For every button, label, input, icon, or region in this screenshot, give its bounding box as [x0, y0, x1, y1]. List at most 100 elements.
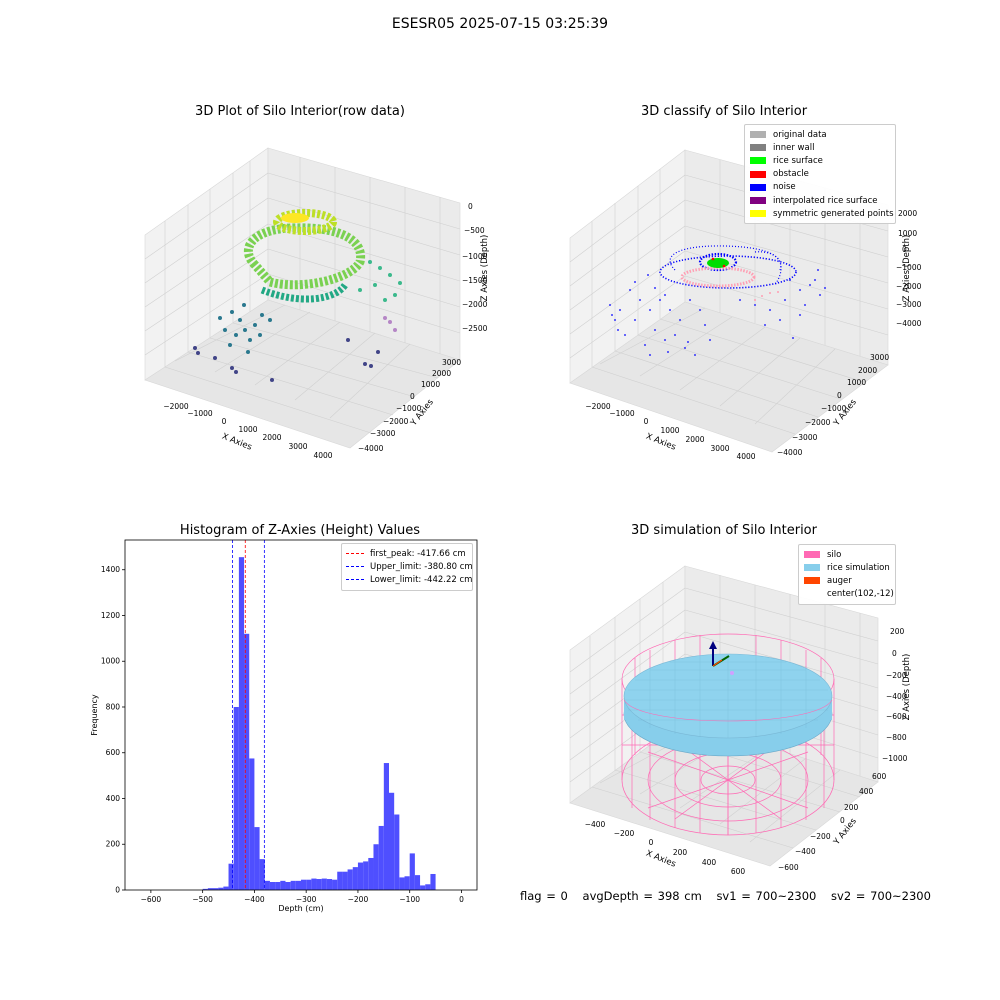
classify-z-ticks: 2000 1000 0 −1000 −2000 −3000 −4000	[896, 209, 922, 328]
z-tick-label: −1000	[462, 252, 488, 261]
legend-item-rice-surface: rice surface	[750, 154, 890, 167]
histogram-x-ticks: −600 −500 −400 −300 −200 −100 0	[141, 890, 464, 904]
histogram-bar	[394, 814, 400, 890]
histogram-legend: first_peak: -417.66 cm Upper_limit: -380…	[341, 543, 473, 591]
histogram-bar	[233, 706, 239, 890]
z-tick-label: −400	[886, 692, 907, 701]
raw-point-cloud	[193, 209, 402, 382]
histogram-bar	[202, 888, 208, 890]
y-tick-label: −4000	[358, 444, 384, 453]
legend-item-lower-limit: Lower_limit: -442.22 cm	[346, 573, 472, 586]
figure-title: ESESR05 2025-07-15 03:25:39	[391, 16, 609, 32]
histogram-bar	[342, 871, 348, 890]
y-tick-label: 0	[115, 886, 120, 895]
x-tick-label: 4000	[736, 452, 755, 461]
x-tick-label: −1000	[187, 409, 213, 418]
x-tick-label: −200	[614, 829, 635, 838]
histogram-bar	[249, 758, 255, 890]
legend-swatch	[346, 579, 364, 581]
y-tick-label: −2000	[383, 417, 409, 426]
y-tick-label: 2000	[432, 369, 451, 378]
legend-swatch	[804, 564, 820, 572]
x-tick-label: −1000	[609, 409, 635, 418]
legend-swatch	[804, 551, 820, 559]
histogram-bar	[332, 879, 338, 890]
raw-y-ticks: 3000 2000 1000 0 −1000 −2000 −3000 −4000	[358, 358, 461, 453]
legend-label: inner wall	[773, 142, 815, 153]
z-tick-label: 0	[902, 245, 907, 254]
y-tick-label: 800	[106, 702, 121, 711]
z-tick-label: −3000	[896, 300, 922, 309]
z-tick-label: 1000	[898, 229, 917, 238]
x-tick-label: 0	[459, 895, 464, 904]
histogram-bar	[409, 853, 415, 890]
histogram-bar	[269, 881, 276, 890]
histogram-bar	[352, 867, 358, 890]
x-tick-label: 200	[673, 848, 688, 857]
x-tick-label: 3000	[710, 444, 729, 453]
y-axis-label: Y Axies	[831, 816, 859, 848]
legend-label: interpolated rice surface	[773, 195, 878, 206]
z-axis-label: Z Axies (Depth)	[902, 654, 912, 721]
y-tick-label: 400	[859, 787, 874, 796]
legend-swatch	[750, 210, 766, 218]
y-tick-label: 600	[106, 748, 121, 757]
z-tick-label: −1000	[882, 754, 908, 763]
y-tick-label: 0	[837, 391, 842, 400]
histogram-bar	[378, 825, 384, 890]
legend-swatch	[346, 566, 364, 568]
simulation-x-ticks: −400 −200 0 200 400 600	[585, 820, 746, 876]
x-axis-label: Depth (cm)	[278, 904, 323, 913]
histogram-bar	[213, 888, 219, 890]
histogram-bar	[363, 861, 369, 890]
legend-label: original data	[773, 129, 827, 140]
classify-3d-plot: 2000 1000 0 −1000 −2000 −3000 −4000 Z Ax…	[569, 149, 922, 461]
z-tick-label: −2000	[462, 300, 488, 309]
avg-depth-value: avgDepth = 398 cm	[582, 889, 702, 903]
y-tick-label: −600	[778, 863, 799, 872]
simulation-y-ticks: 600 400 200 0 −200 −400 −600	[778, 772, 887, 872]
histogram-bar	[259, 859, 265, 890]
histogram-bar	[301, 879, 307, 890]
classify-y-ticks: 3000 2000 1000 0 −1000 −2000 −3000 −4000	[777, 353, 889, 457]
histogram-bar	[383, 763, 389, 890]
histogram-bar	[311, 878, 317, 890]
raw-x-ticks: −2000 −1000 0 1000 2000 3000 4000	[163, 402, 332, 460]
histogram-bar	[218, 887, 224, 890]
y-tick-label: 1000	[101, 657, 120, 666]
legend-swatch	[750, 131, 766, 139]
y-tick-label: 1400	[101, 565, 120, 574]
simulation-legend: silo rice simulation auger center(102,-1…	[798, 544, 896, 605]
histogram-bar	[280, 880, 286, 890]
z-tick-label: −4000	[896, 319, 922, 328]
y-tick-label: −1000	[821, 404, 847, 413]
x-tick-label: 1000	[660, 426, 679, 435]
legend-item-interpolated: interpolated rice surface	[750, 194, 890, 207]
z-tick-label: −1000	[896, 263, 922, 272]
legend-item-upper-limit: Upper_limit: -380.80 cm	[346, 560, 473, 573]
legend-label: Upper_limit: -380.80 cm	[370, 561, 473, 572]
raw-plot-title: 3D Plot of Silo Interior(row data)	[195, 104, 405, 119]
y-tick-label: 0	[840, 816, 845, 825]
auger-marker	[709, 641, 734, 675]
y-tick-label: −4000	[777, 448, 803, 457]
histogram-bar	[404, 876, 410, 890]
legend-swatch	[804, 577, 820, 585]
legend-item-auger: auger	[804, 574, 890, 587]
legend-label: Lower_limit: -442.22 cm	[370, 574, 473, 585]
legend-item-center: center(102,-12)	[804, 588, 894, 601]
y-tick-label: 3000	[870, 353, 889, 362]
histogram-bar	[326, 879, 333, 890]
classify-point-cloud	[609, 245, 826, 356]
histogram-bar	[264, 880, 270, 890]
simulation-plot-title: 3D simulation of Silo Interior	[631, 523, 817, 538]
histogram-bar	[285, 881, 291, 890]
y-tick-label: 1000	[847, 378, 866, 387]
legend-label: silo	[827, 549, 842, 560]
histogram-title: Histogram of Z-Axies (Height) Values	[179, 523, 421, 538]
sv1-value: sv1 = 700~2300	[716, 889, 817, 903]
legend-label: center(102,-12)	[827, 589, 894, 600]
x-tick-label: −2000	[585, 402, 611, 411]
y-tick-label: −1000	[396, 404, 422, 413]
z-tick-label: −200	[886, 671, 907, 680]
